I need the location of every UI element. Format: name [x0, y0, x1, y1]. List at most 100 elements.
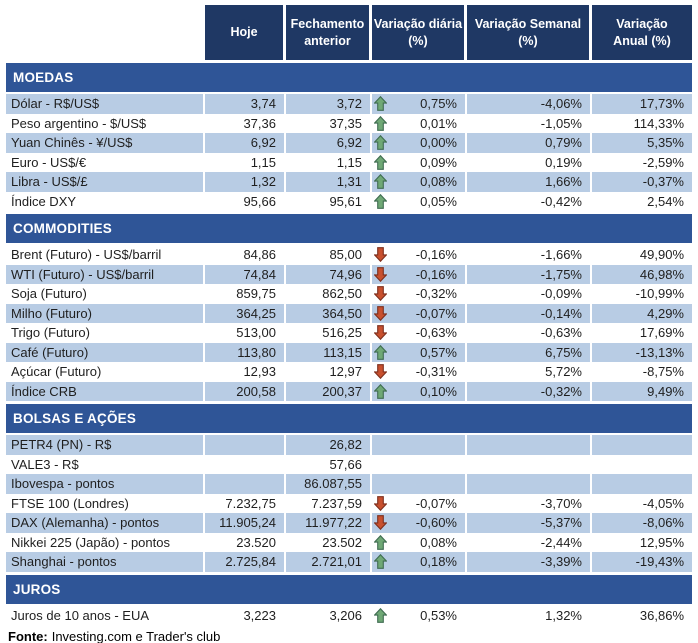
- variacao-anual-value: -4,05%: [642, 495, 684, 511]
- up-arrow-icon: [374, 153, 387, 173]
- variacao-semanal-value: -0,42%: [467, 191, 592, 211]
- variacao-diaria-cell: 0,75%: [372, 94, 467, 114]
- down-arrow-icon: [374, 265, 387, 285]
- variacao-anual-value: -2,59%: [642, 154, 684, 170]
- variacao-diaria-cell: -0,60%: [372, 513, 467, 533]
- hoje-value: 95,66: [205, 191, 286, 211]
- row-label: Café (Futuro): [6, 342, 205, 362]
- variacao-semanal-value: -0,09%: [467, 284, 592, 304]
- variacao-semanal-value: 0,19%: [467, 152, 592, 172]
- section-header: COMMODITIES: [6, 214, 692, 243]
- hoje-value: 3,74: [205, 94, 286, 114]
- variacao-diaria-value: -0,63%: [415, 325, 457, 341]
- table-body: MOEDAS Dólar - R$/US$ 3,74 3,72 0,75% -4,06% 1…: [6, 63, 692, 625]
- variacao-diaria-value: 0,18%: [420, 554, 457, 570]
- row-label: Euro - US$/€: [6, 152, 205, 172]
- variacao-semanal-value: -3,39%: [467, 552, 592, 572]
- variacao-diaria-cell: -0,16%: [372, 245, 467, 265]
- fechamento-anterior-value: 3,206: [286, 605, 372, 625]
- row-label: Shanghai - pontos: [6, 552, 205, 572]
- variacao-anual-value: -8,75%: [642, 364, 684, 380]
- variacao-semanal-value: -0,14%: [467, 303, 592, 323]
- variacao-diaria-value: 0,75%: [420, 96, 457, 112]
- variacao-diaria-cell: -0,07%: [372, 303, 467, 323]
- variacao-diaria-value: -0,16%: [415, 266, 457, 282]
- variacao-diaria-value: 0,08%: [420, 534, 457, 550]
- row-label: Brent (Futuro) - US$/barril: [6, 245, 205, 265]
- fechamento-anterior-value: 57,66: [286, 454, 372, 474]
- market-summary-table: Hoje Fechamento anterior Variação diária…: [6, 5, 692, 643]
- table-row: Peso argentino - $/US$ 37,36 37,35 0,01% -1,…: [6, 113, 692, 134]
- variacao-diaria-value: 0,05%: [420, 193, 457, 209]
- header-variacao-anual: Variação Anual (%): [592, 5, 692, 60]
- row-label: Soja (Futuro): [6, 284, 205, 304]
- fechamento-anterior-value: 862,50: [286, 284, 372, 304]
- variacao-semanal-value: -3,70%: [467, 493, 592, 513]
- hoje-value: 859,75: [205, 284, 286, 304]
- variacao-diaria-value: -0,32%: [415, 286, 457, 302]
- fechamento-anterior-value: 2.721,01: [286, 552, 372, 572]
- fechamento-anterior-value: 1,15: [286, 152, 372, 172]
- fechamento-anterior-value: 37,35: [286, 113, 372, 133]
- hoje-value: 2.725,84: [205, 552, 286, 572]
- variacao-semanal-value: -5,37%: [467, 513, 592, 533]
- variacao-diaria-cell: [372, 474, 467, 494]
- table-row: WTI (Futuro) - US$/barril 74,84 74,96 -0,16…: [6, 264, 692, 285]
- down-arrow-icon: [374, 362, 387, 382]
- variacao-semanal-value: [467, 435, 592, 455]
- section-header: JUROS: [6, 574, 692, 604]
- fechamento-anterior-value: 95,61: [286, 191, 372, 211]
- variacao-diaria-value: -0,07%: [415, 495, 457, 511]
- variacao-diaria-cell: 0,53%: [372, 605, 467, 626]
- table-row: Brent (Futuro) - US$/barril 84,86 85,00 -0,…: [6, 245, 692, 265]
- variacao-diaria-cell: -0,32%: [372, 284, 467, 304]
- hoje-value: 6,92: [205, 133, 286, 153]
- header-variacao-semanal: Variação Semanal (%): [467, 5, 592, 60]
- up-arrow-icon: [374, 114, 387, 134]
- variacao-anual-value: [592, 474, 692, 494]
- fechamento-anterior-value: 26,82: [286, 435, 372, 455]
- up-arrow-icon: [374, 606, 387, 626]
- section-header: BOLSAS E AÇÕES: [6, 404, 692, 433]
- fechamento-anterior-value: 86.087,55: [286, 474, 372, 494]
- hoje-value: 37,36: [205, 113, 286, 133]
- table-row: Yuan Chinês - ¥/US$ 6,92 6,92 0,00% 0,79% 5,3…: [6, 133, 692, 153]
- variacao-diaria-value: 0,10%: [420, 383, 457, 399]
- table-row: Café (Futuro) 113,80 113,15 0,57% 6,75% -13,1…: [6, 342, 692, 362]
- header-fechamento-anterior: Fechamento anterior: [286, 5, 372, 60]
- header-variacao-diaria: Variação diária (%): [372, 5, 467, 60]
- fechamento-anterior-value: 516,25: [286, 323, 372, 343]
- hoje-value: [205, 454, 286, 474]
- variacao-diaria-cell: 0,57%: [372, 342, 467, 362]
- table-row: Shanghai - pontos 2.725,84 2.721,01 0,18% -3…: [6, 552, 692, 572]
- variacao-anual-value: 17,69%: [639, 325, 684, 341]
- table-row: Nikkei 225 (Japão) - pontos 23.520 23.502 0…: [6, 532, 692, 552]
- variacao-semanal-value: 0,79%: [467, 133, 592, 153]
- variacao-diaria-cell: 0,08%: [372, 532, 467, 552]
- row-label: VALE3 - R$: [6, 454, 205, 474]
- header-hoje: Hoje: [205, 5, 286, 60]
- table-row: Trigo (Futuro) 513,00 516,25 -0,63% -0,63% 17…: [6, 323, 692, 343]
- hoje-value: 23.520: [205, 532, 286, 552]
- variacao-anual-value: 114,33%: [633, 115, 684, 131]
- hoje-value: [205, 474, 286, 494]
- variacao-semanal-value: -4,06%: [467, 94, 592, 114]
- variacao-diaria-cell: [372, 435, 467, 455]
- variacao-anual-value: 12,95%: [639, 534, 684, 550]
- hoje-value: 12,93: [205, 362, 286, 382]
- variacao-diaria-value: -0,07%: [415, 305, 457, 321]
- row-label: Açúcar (Futuro): [6, 362, 205, 382]
- fechamento-anterior-value: 74,96: [286, 264, 372, 284]
- up-arrow-icon: [374, 192, 387, 212]
- fechamento-anterior-value: 6,92: [286, 133, 372, 153]
- variacao-anual-value: -0,37%: [592, 172, 692, 192]
- hoje-value: 1,15: [205, 152, 286, 172]
- fechamento-anterior-value: 200,37: [286, 381, 372, 401]
- table-row: Índice DXY 95,66 95,61 0,05% -0,42% 2,54%: [6, 191, 692, 212]
- source-label: Fonte:: [8, 629, 48, 643]
- variacao-semanal-value: 6,75%: [467, 342, 592, 362]
- variacao-diaria-value: 0,09%: [420, 154, 457, 170]
- variacao-anual-value: 36,86%: [639, 607, 684, 623]
- down-arrow-icon: [374, 284, 387, 304]
- table-header-row: Hoje Fechamento anterior Variação diária…: [6, 5, 692, 60]
